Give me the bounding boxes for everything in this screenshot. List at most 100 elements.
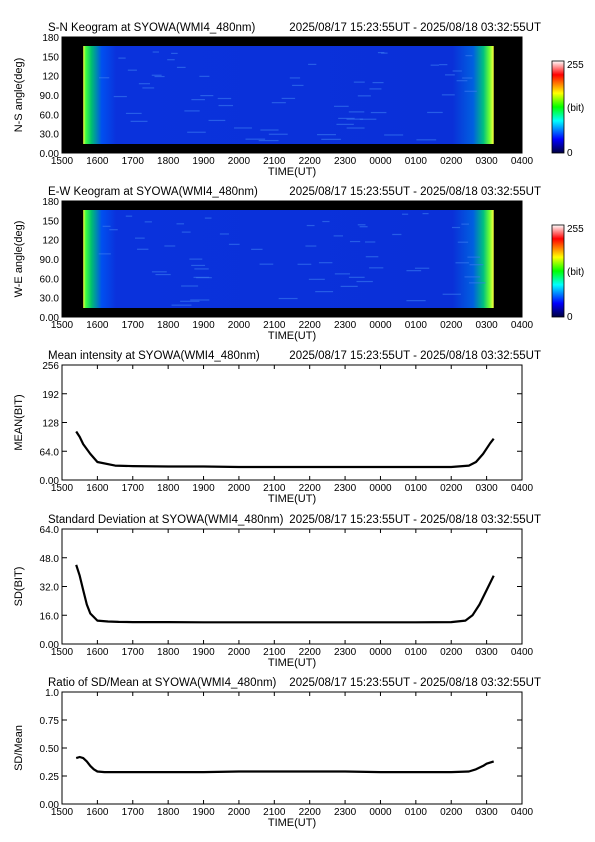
- keogram-streak: [144, 221, 152, 223]
- colorbar: [551, 60, 565, 154]
- y-tick-label: 30.0: [40, 294, 60, 305]
- keogram-streak: [357, 224, 366, 226]
- x-tick-label: 1500: [51, 483, 74, 494]
- x-tick-label: 0000: [369, 156, 392, 167]
- series-line: [75, 755, 495, 774]
- colorbar-max-label: 255: [567, 224, 584, 235]
- keogram-streak: [151, 74, 162, 76]
- x-axis-label: TIME(UT): [268, 817, 316, 829]
- y-tick-label: 1.0: [45, 688, 59, 699]
- keogram-streak: [318, 262, 333, 264]
- keogram-streak: [427, 111, 443, 114]
- x-tick-label: 2000: [228, 483, 251, 494]
- chart-time-range: 2025/08/17 15:23:55UT - 2025/08/18 03:32…: [289, 22, 541, 34]
- keogram-streak: [372, 81, 384, 84]
- x-tick-label: 1700: [122, 647, 145, 658]
- keogram-streak: [271, 102, 286, 104]
- keogram-streak: [445, 74, 455, 76]
- x-tick-label: 2300: [334, 320, 357, 331]
- keogram-streak: [260, 129, 279, 131]
- x-tick-label: 0200: [440, 320, 463, 331]
- keogram-streak: [346, 118, 364, 120]
- keogram-streak: [130, 120, 148, 122]
- x-tick-label: 1800: [157, 807, 180, 818]
- x-tick-label: 0400: [511, 320, 534, 331]
- keogram-streak: [465, 55, 473, 57]
- x-tick-label: 1500: [51, 807, 74, 818]
- y-tick-label: 0.75: [40, 716, 60, 727]
- keogram-streak: [127, 69, 137, 71]
- x-tick-label: 0200: [440, 647, 463, 658]
- keogram-streak: [219, 233, 229, 235]
- keogram-streak: [164, 245, 176, 247]
- keogram-streak: [422, 213, 429, 215]
- keogram-streak: [125, 112, 142, 115]
- x-tick-label: 2100: [263, 483, 286, 494]
- keogram-streak: [190, 299, 210, 301]
- keogram-streak: [462, 77, 473, 79]
- keogram-streak: [297, 263, 312, 265]
- x-tick-label: 2300: [334, 807, 357, 818]
- x-tick-label: 1600: [86, 156, 109, 167]
- y-tick-label: 0.00: [40, 149, 60, 160]
- x-tick-label: 0000: [369, 483, 392, 494]
- keogram-streak: [142, 87, 155, 89]
- x-tick-label: 2100: [263, 156, 286, 167]
- keogram-streak: [259, 263, 274, 265]
- keogram-streak: [322, 220, 330, 223]
- y-tick-label: 120: [42, 72, 59, 83]
- keogram-streak: [189, 258, 203, 260]
- y-axis-label: MEAN(BIT): [13, 394, 25, 450]
- keogram-streak: [134, 237, 145, 239]
- keogram-streak: [469, 264, 484, 266]
- chart-time-range: 2025/08/17 15:23:55UT - 2025/08/18 03:32…: [289, 677, 541, 689]
- keogram-streak: [118, 57, 126, 59]
- keogram-streak: [349, 240, 361, 243]
- chart-title: S-N Keogram at SYOWA(WMI4_480nm): [48, 22, 255, 34]
- x-tick-label: 2200: [299, 320, 322, 331]
- y-tick-label: 0.00: [40, 800, 60, 811]
- x-tick-label: 2100: [263, 647, 286, 658]
- keogram-streak: [268, 133, 288, 135]
- keogram-streak: [402, 213, 409, 215]
- x-tick-label: 0100: [405, 156, 428, 167]
- keogram-streak: [381, 52, 388, 54]
- keogram-streak: [384, 134, 404, 136]
- chart-title: E-W Keogram at SYOWA(WMI4_480nm): [48, 186, 258, 198]
- chart-time-range: 2025/08/17 15:23:55UT - 2025/08/18 03:32…: [289, 514, 541, 526]
- y-tick-label: 16.0: [40, 611, 60, 622]
- x-tick-label: 2000: [228, 647, 251, 658]
- x-tick-label: 0000: [369, 320, 392, 331]
- keogram-streak: [464, 276, 481, 278]
- keogram-streak: [109, 229, 118, 231]
- keogram-streak: [204, 217, 212, 219]
- keogram-streak: [176, 223, 185, 225]
- keogram-streak: [191, 99, 205, 101]
- keogram-streak: [467, 256, 481, 258]
- x-tick-label: 1900: [192, 647, 215, 658]
- keogram-streak: [441, 94, 455, 96]
- x-tick-label: 0400: [511, 156, 534, 167]
- keogram-streak: [317, 134, 336, 136]
- x-tick-label: 0000: [369, 807, 392, 818]
- y-tick-label: 64.0: [40, 525, 60, 536]
- keogram-streak: [346, 127, 365, 129]
- y-tick-label: 180: [42, 33, 59, 44]
- y-tick-label: 180: [42, 197, 59, 208]
- keogram-streak: [155, 273, 171, 276]
- colorbar-max-label: 255: [567, 60, 584, 71]
- keogram-streak: [193, 276, 210, 278]
- x-tick-label: 0100: [405, 483, 428, 494]
- keogram-streak: [176, 66, 186, 69]
- keogram-streak: [98, 77, 110, 79]
- x-tick-label: 2200: [299, 807, 322, 818]
- x-tick-label: 0300: [475, 156, 498, 167]
- keogram-image: [62, 37, 522, 153]
- keogram-streak: [308, 63, 317, 65]
- x-tick-label: 2100: [263, 320, 286, 331]
- keogram-streak: [348, 111, 365, 113]
- keogram-streak: [457, 241, 469, 243]
- x-tick-label: 0100: [405, 807, 428, 818]
- keogram-streak: [340, 285, 358, 287]
